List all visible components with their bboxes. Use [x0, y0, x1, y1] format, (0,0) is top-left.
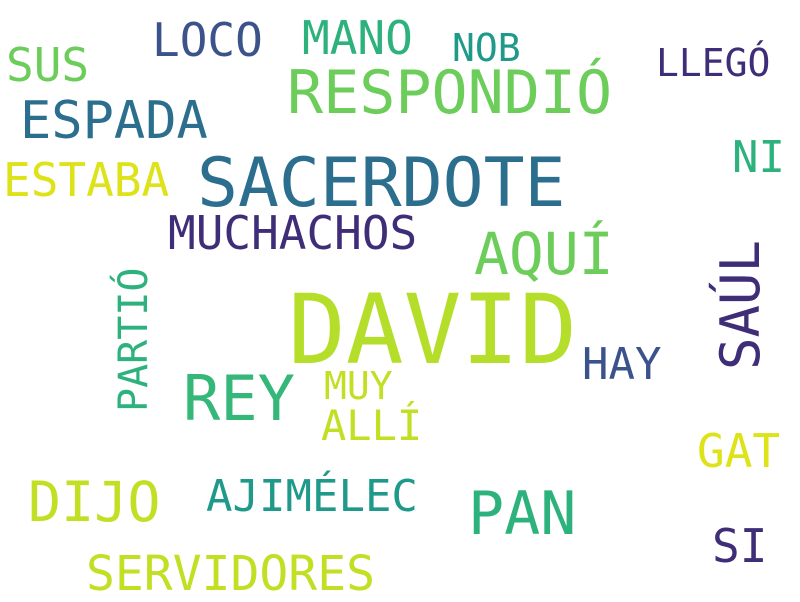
word-servidores: SERVIDORES — [86, 546, 375, 602]
word-sacerdote: SACERDOTE — [197, 144, 566, 223]
word-respondio: RESPONDIÓ — [287, 58, 613, 128]
word-estaba: ESTABA — [3, 153, 170, 207]
word-partio: PARTIÓ — [111, 267, 157, 413]
word-ajimelec: AJIMÉLEC — [206, 471, 418, 522]
word-ni: NI — [732, 132, 785, 183]
word-si: SI — [712, 519, 768, 573]
word-loco: LOCO — [152, 13, 263, 67]
word-muy: MUY — [324, 364, 393, 408]
word-espada: ESPADA — [20, 91, 208, 151]
word-mano: MANO — [302, 11, 413, 65]
word-alli: ALLÍ — [321, 401, 423, 450]
word-aqui: AQUÍ — [474, 220, 614, 288]
word-rey: REY — [183, 362, 295, 435]
word-nob: NOB — [452, 26, 521, 70]
word-pan: PAN — [468, 479, 577, 549]
word-sus: SUS — [6, 38, 90, 92]
word-dijo: DIJO — [28, 470, 161, 534]
word-muchachos: MUCHACHOS — [168, 206, 418, 260]
word-saul: SAÚL — [709, 239, 772, 370]
word-llego: LLEGÓ — [656, 41, 771, 85]
word-david: DAVID — [288, 274, 577, 386]
word-gat: GAT — [697, 424, 781, 478]
word-hay: HAY — [582, 339, 662, 390]
